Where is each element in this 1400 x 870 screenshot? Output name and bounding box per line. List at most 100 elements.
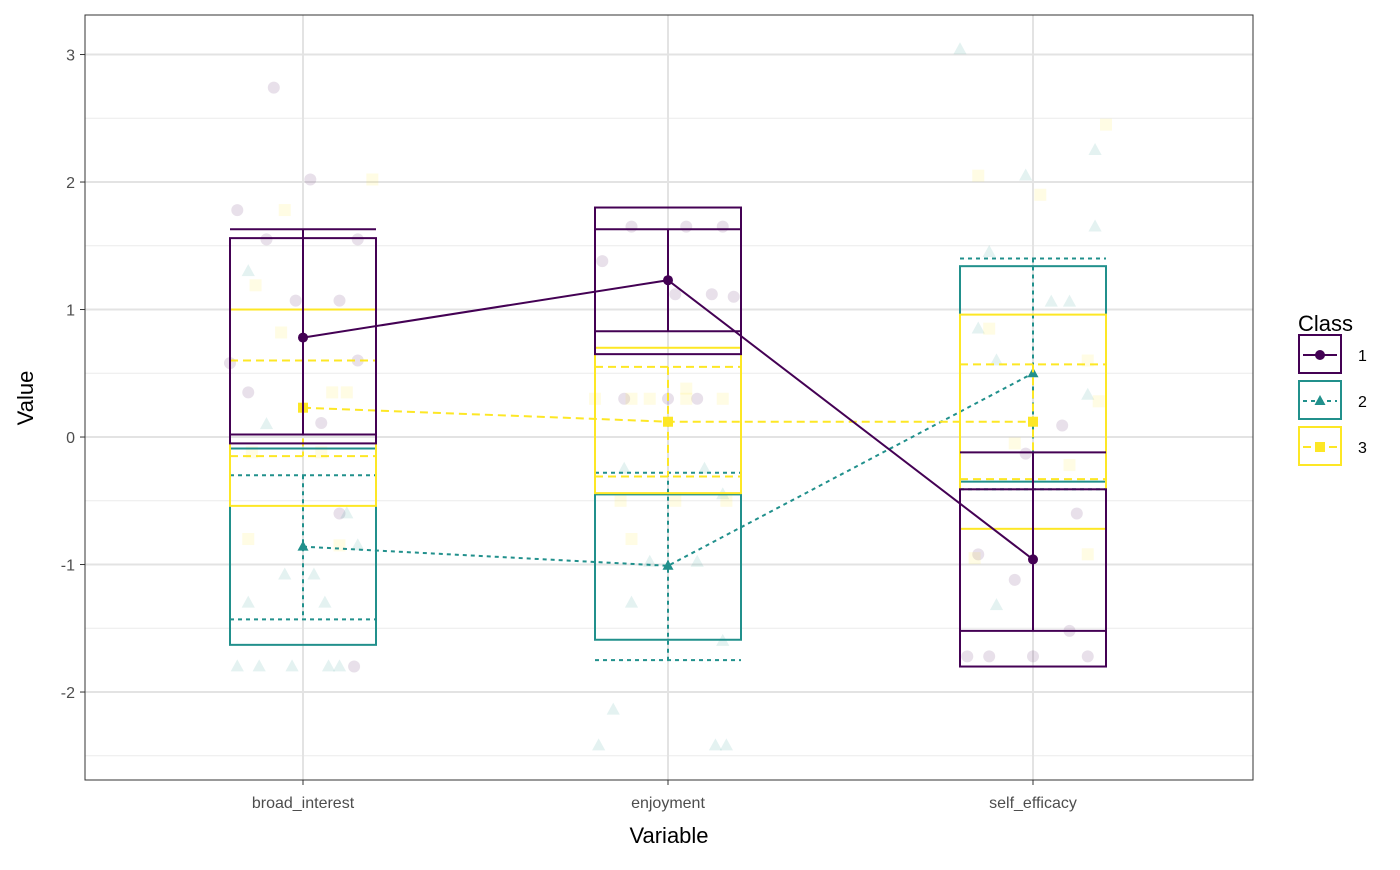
jitter-point-class-2 xyxy=(307,567,321,580)
jitter-point-class-2 xyxy=(989,353,1004,366)
axes: -2 -1 0 1 2 3 broad_interest enjoyment self_effi… xyxy=(61,48,1077,812)
panel-border xyxy=(84,14,1254,781)
mean-point-class-2 xyxy=(297,540,309,551)
jitter-point-class-2 xyxy=(230,659,244,672)
jitter-point-class-1 xyxy=(333,294,346,307)
jitter-point-class-3 xyxy=(1063,459,1076,472)
jitter-point-class-1 xyxy=(1019,447,1032,460)
jitter-point-class-2 xyxy=(971,321,985,334)
jitter-point-class-3 xyxy=(1100,118,1112,131)
jitter-point-class-2 xyxy=(1088,219,1102,232)
legend-label: 2 xyxy=(1358,394,1367,411)
y-axis-label: Value xyxy=(13,371,38,426)
legend-key-triangle-icon xyxy=(1314,395,1326,405)
jitter-point-class-1 xyxy=(625,220,638,233)
mean-point-class-1 xyxy=(663,275,673,286)
jitter-point-class-1 xyxy=(231,204,244,217)
legend-label: 1 xyxy=(1358,348,1367,365)
mean-line-class-2 xyxy=(302,372,1034,567)
mean-point-class-2 xyxy=(662,559,674,570)
jitter-points xyxy=(224,42,1112,751)
y-tick-label: 3 xyxy=(66,48,75,65)
jitter-point-class-3 xyxy=(340,386,353,399)
jitter-point-class-3 xyxy=(366,173,379,186)
jitter-point-class-2 xyxy=(606,702,620,715)
jitter-point-class-1 xyxy=(716,220,729,233)
jitter-point-class-2 xyxy=(690,554,704,567)
jitter-point-class-2 xyxy=(643,554,657,567)
jitter-point-class-1 xyxy=(983,650,996,663)
jitter-point-class-3 xyxy=(1008,437,1021,450)
jitter-point-class-3 xyxy=(1081,548,1094,561)
jitter-point-class-1 xyxy=(1056,419,1069,432)
jitter-point-class-3 xyxy=(680,382,693,395)
jitter-point-class-2 xyxy=(1062,294,1077,307)
jitter-point-class-2 xyxy=(259,417,274,430)
jitter-point-class-2 xyxy=(1044,294,1058,307)
jitter-point-class-3 xyxy=(643,392,656,405)
jitter-point-class-1 xyxy=(351,354,364,367)
jitter-point-class-3 xyxy=(249,279,262,292)
jitter-point-class-1 xyxy=(242,386,255,399)
jitter-point-class-3 xyxy=(716,392,729,405)
jitter-point-class-2 xyxy=(252,659,266,672)
legend-label: 3 xyxy=(1358,440,1367,457)
jitter-point-class-1 xyxy=(315,417,328,429)
jitter-point-class-2 xyxy=(617,461,631,474)
jitter-point-class-3 xyxy=(242,533,255,546)
jitter-point-class-2 xyxy=(1088,142,1102,155)
mean-point-class-1 xyxy=(1028,554,1038,565)
jitter-point-class-2 xyxy=(318,595,332,608)
jitter-point-class-2 xyxy=(953,42,967,55)
jitter-point-class-1 xyxy=(289,294,302,307)
jitter-point-class-2 xyxy=(1019,168,1033,181)
jitter-point-class-2 xyxy=(592,738,606,751)
jitter-point-class-3 xyxy=(1034,188,1047,201)
jitter-point-class-2 xyxy=(719,738,733,751)
jitter-point-class-2 xyxy=(241,595,255,608)
jitter-point-class-3 xyxy=(972,169,985,182)
y-tick-label: 1 xyxy=(66,303,75,320)
jitter-point-class-1 xyxy=(618,392,631,405)
jitter-point-class-1 xyxy=(961,650,974,663)
jitter-point-class-1 xyxy=(333,507,346,520)
legend-title: Class xyxy=(1298,311,1353,336)
jitter-point-class-2 xyxy=(241,264,255,277)
x-tick-label: enjoyment xyxy=(631,795,705,812)
jitter-point-class-1 xyxy=(972,548,985,561)
jitter-point-class-1 xyxy=(1008,573,1021,586)
mean-point-class-3 xyxy=(663,416,673,427)
mean-point-class-3 xyxy=(1028,416,1038,427)
jitter-point-class-2 xyxy=(1081,387,1095,400)
box-class-2-broad_interest xyxy=(229,447,377,646)
jitter-point-class-2 xyxy=(332,659,347,672)
jitter-point-class-2 xyxy=(982,244,996,257)
jitter-point-class-1 xyxy=(304,173,317,186)
y-tick-label: -2 xyxy=(61,685,75,702)
jitter-point-class-2 xyxy=(351,538,365,551)
x-tick-label: self_efficacy xyxy=(989,795,1077,812)
y-tick-label: 2 xyxy=(66,175,75,192)
jitter-point-class-1 xyxy=(705,288,718,301)
jitter-point-class-1 xyxy=(351,233,364,246)
box-class-3-enjoyment xyxy=(594,346,742,495)
jitter-point-class-2 xyxy=(278,567,292,580)
legend-key-square-icon xyxy=(1315,442,1325,452)
jitter-point-class-2 xyxy=(708,738,723,751)
y-tick-label: -1 xyxy=(61,558,75,575)
jitter-point-class-1 xyxy=(1027,650,1039,663)
jitter-point-class-3 xyxy=(625,533,638,546)
legend-key-circle-icon xyxy=(1315,350,1325,360)
jitter-point-class-1 xyxy=(680,220,693,233)
jitter-point-class-2 xyxy=(697,461,712,474)
jitter-point-class-1 xyxy=(267,81,280,94)
jitter-point-class-2 xyxy=(340,506,354,519)
jitter-point-class-1 xyxy=(691,392,704,405)
jitter-point-class-1 xyxy=(348,660,361,673)
jitter-point-class-1 xyxy=(727,290,740,303)
x-tick-label: broad_interest xyxy=(252,795,355,812)
jitter-point-class-1 xyxy=(669,288,682,301)
jitter-point-class-2 xyxy=(321,659,336,672)
jitter-point-class-3 xyxy=(720,494,733,507)
